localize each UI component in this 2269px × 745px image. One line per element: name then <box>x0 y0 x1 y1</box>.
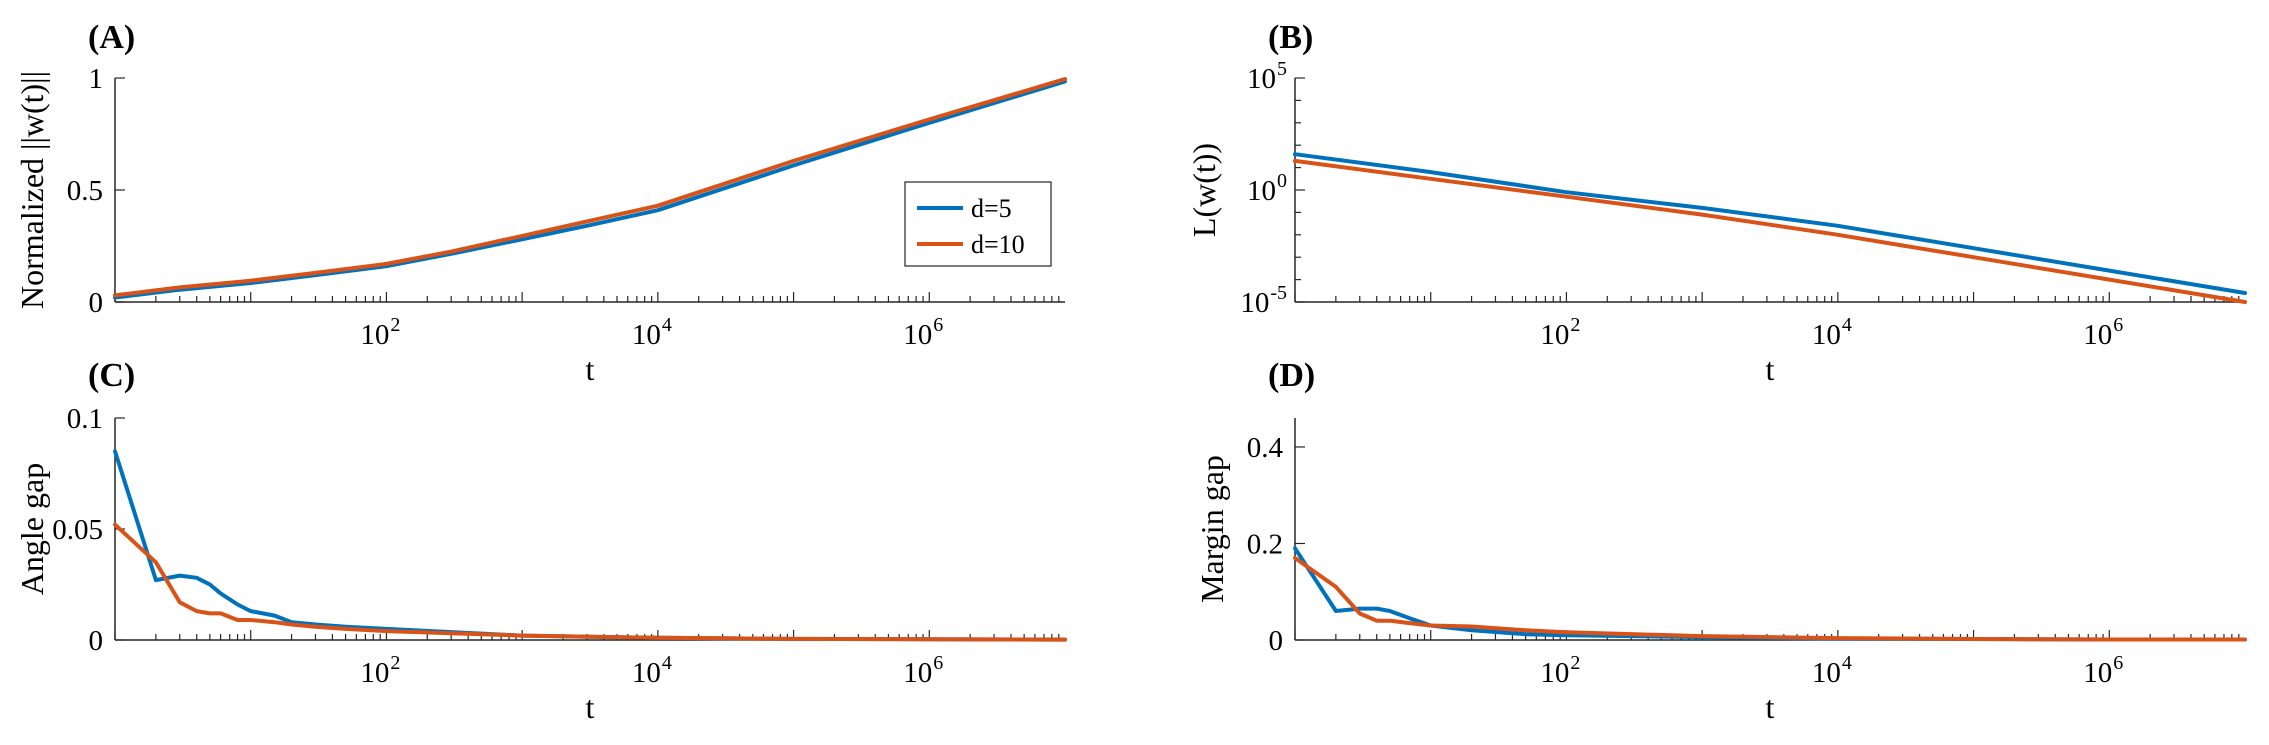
panel-D: 102 104 106 t 0 0.2 0.4 Margin gap (D) <box>1194 357 2247 725</box>
y-tick-label: 0 <box>89 625 104 657</box>
legend-box <box>904 181 1052 267</box>
y-tick-label: 0.05 <box>52 514 103 546</box>
legend-entry: d=5 <box>971 194 1012 223</box>
legend-entry: d=10 <box>971 230 1025 259</box>
y-tick-label: 10-5 <box>1240 282 1287 319</box>
y-tick-label: 0.1 <box>67 403 103 435</box>
y-tick-label: 0 <box>1269 625 1284 657</box>
series-line-d10 <box>1293 158 2247 304</box>
panel-label: (C) <box>88 357 135 394</box>
x-axis-label: t <box>1766 351 1775 387</box>
x-tick-label: 104 <box>632 314 672 351</box>
series-line-d10 <box>113 77 1067 298</box>
x-tick-label: 104 <box>632 652 672 689</box>
y-axis-label: L(w(t)) <box>1186 143 1222 237</box>
panel-A: 102 104 106 t 0 0.5 1 Normalized ||w(t)|| (A) d=5… <box>14 19 1067 387</box>
y-axis-label: Margin gap <box>1194 455 1230 603</box>
panel-label: (B) <box>1268 19 1313 56</box>
x-axis-label: t <box>586 351 595 387</box>
panel-label: (D) <box>1268 357 1315 394</box>
panel-B: 102 104 106 t 105 100 10-5 L(w(t)) (B) <box>1186 19 2247 387</box>
y-axis-label: Angle gap <box>14 463 50 595</box>
legend: d=5 d=10 <box>904 181 1052 267</box>
x-tick-label: 106 <box>2083 314 2123 351</box>
x-tick-label: 102 <box>360 314 400 351</box>
y-tick-label: 0.2 <box>1247 528 1283 560</box>
x-tick-label: 104 <box>1812 314 1852 351</box>
x-tick-label: 102 <box>360 652 400 689</box>
panel-label: (A) <box>88 19 135 56</box>
series-line-d5 <box>113 449 1067 642</box>
y-tick-label: 105 <box>1247 58 1287 95</box>
y-tick-label: 1 <box>89 63 104 95</box>
y-tick-label: 0 <box>89 287 104 319</box>
series-line-d5 <box>1293 152 2247 295</box>
x-axis-label: t <box>1766 689 1775 725</box>
y-tick-label: 0.5 <box>67 175 103 207</box>
x-tick-label: 106 <box>903 652 943 689</box>
y-tick-label: 0.4 <box>1247 432 1284 464</box>
y-axis-label: Normalized ||w(t)|| <box>14 71 50 309</box>
y-tick-label: 100 <box>1247 170 1287 207</box>
x-axis-label: t <box>586 689 595 725</box>
x-tick-label: 104 <box>1812 652 1852 689</box>
x-tick-label: 106 <box>2083 652 2123 689</box>
series-line-d10 <box>113 522 1067 642</box>
x-tick-label: 102 <box>1540 314 1580 351</box>
x-tick-label: 106 <box>903 314 943 351</box>
x-tick-label: 102 <box>1540 652 1580 689</box>
series-line-d10 <box>1293 556 2247 642</box>
panel-C: 102 104 106 t 0 0.05 0.1 Angle gap (C) <box>14 357 1067 725</box>
series-line-d5 <box>113 79 1067 300</box>
